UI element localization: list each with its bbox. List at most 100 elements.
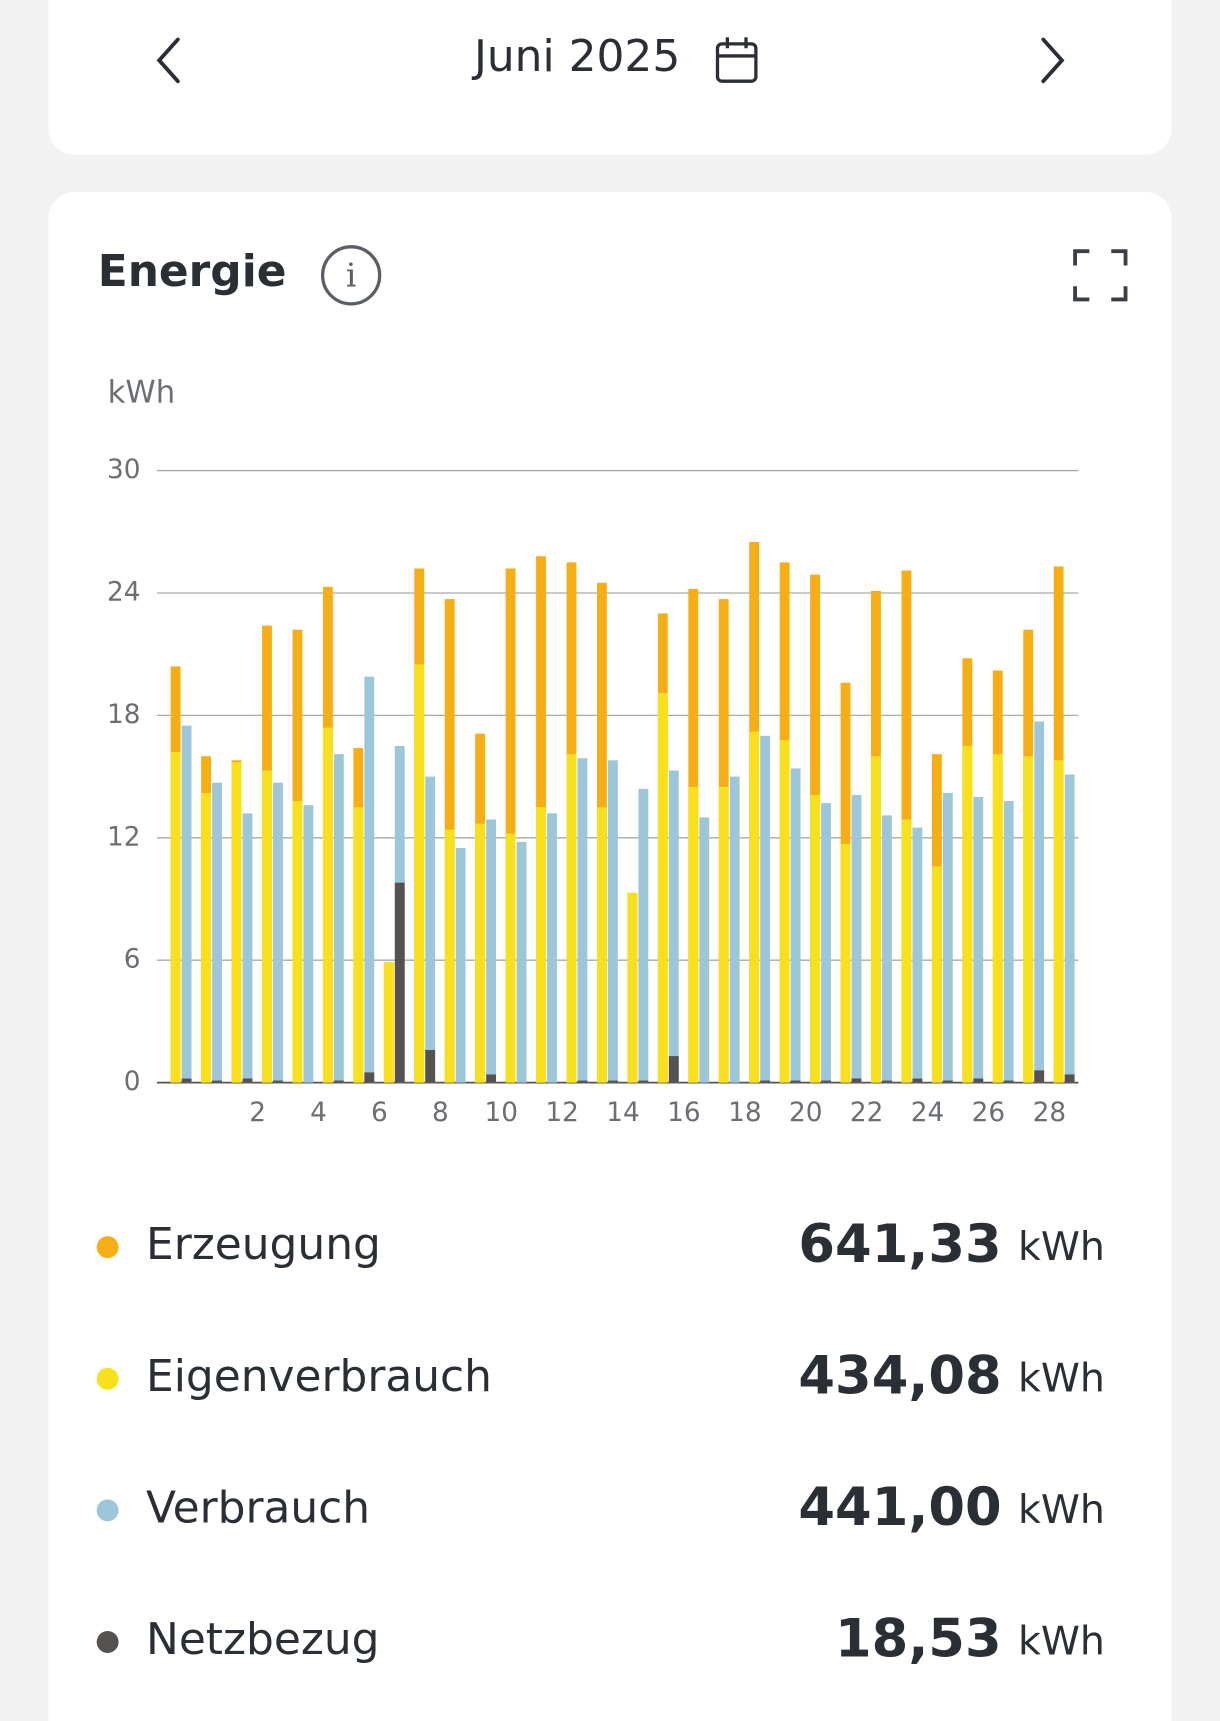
bar (1034, 721, 1045, 1083)
legend-name: Eigenverbrauch (146, 1351, 492, 1402)
y-tick-label: 12 (107, 822, 140, 852)
month-label[interactable]: Juni 2025 (471, 31, 680, 82)
legend-dot (96, 1236, 119, 1259)
bar (212, 782, 222, 1083)
bar (779, 739, 790, 1083)
calendar-icon[interactable] (715, 37, 758, 83)
bar (596, 807, 607, 1083)
bar (657, 692, 668, 1083)
legend-name: Netzbezug (146, 1614, 380, 1665)
bar (1064, 774, 1075, 1083)
x-tick-label: 2 (249, 1098, 266, 1128)
bar (333, 754, 344, 1083)
legend-total: 441,00 (798, 1477, 1001, 1538)
legend-dot (96, 1631, 119, 1653)
bar (1064, 1074, 1075, 1083)
bar (1023, 756, 1034, 1083)
bar (912, 827, 923, 1083)
bar (962, 745, 973, 1083)
bar (1053, 760, 1064, 1083)
bar (901, 819, 912, 1083)
bar (851, 794, 862, 1083)
bar (181, 725, 192, 1083)
bar (821, 803, 831, 1083)
bar (1034, 1070, 1045, 1083)
legend: Erzeugung 641,33 kWh Eigenverbrauch 434,08 kW… (96, 1214, 1105, 1670)
bar (242, 1078, 253, 1083)
bar (699, 817, 710, 1083)
bar (322, 727, 333, 1083)
x-tick-label: 8 (432, 1098, 449, 1128)
bar (607, 760, 618, 1083)
bar (170, 752, 181, 1083)
bar (273, 1080, 283, 1083)
bar (912, 1078, 923, 1083)
x-tick-label: 12 (545, 1098, 578, 1128)
legend-name: Erzeugung (146, 1219, 381, 1270)
legend-unit: kWh (1018, 1619, 1105, 1665)
bar (729, 776, 740, 1083)
bar (790, 1080, 801, 1083)
y-axis-label: kWh (108, 374, 176, 410)
bar (821, 1080, 831, 1083)
bar (292, 801, 303, 1083)
bar (505, 833, 516, 1083)
x-tick-label: 28 (1033, 1098, 1066, 1128)
bar (486, 1074, 497, 1083)
bar (973, 796, 984, 1083)
x-tick-label: 10 (484, 1098, 517, 1128)
header-card (48, 0, 1172, 155)
bar (1003, 1080, 1014, 1083)
bar (942, 1080, 953, 1083)
bar (333, 1080, 344, 1083)
bar (760, 735, 771, 1083)
bar (810, 794, 821, 1083)
bar (455, 847, 466, 1083)
next-button[interactable] (1041, 37, 1065, 84)
bar (486, 819, 497, 1083)
bar (303, 805, 314, 1083)
bar (516, 841, 527, 1083)
bar (566, 754, 577, 1083)
bar (577, 758, 588, 1083)
bar (668, 770, 679, 1083)
bar (638, 788, 649, 1083)
bar (414, 664, 425, 1083)
bar (992, 754, 1003, 1083)
bar (181, 1078, 192, 1083)
bar (577, 1080, 588, 1083)
legend-dot (96, 1499, 119, 1522)
bar (790, 768, 801, 1083)
y-tick-label: 24 (107, 577, 140, 607)
bar (383, 962, 394, 1083)
card-title: Energie (98, 246, 287, 297)
x-tick-label: 20 (789, 1098, 822, 1128)
legend-unit: kWh (1018, 1224, 1105, 1270)
bar (364, 676, 375, 1083)
bar (840, 843, 851, 1083)
y-tick-label: 18 (107, 700, 140, 730)
bar (1003, 801, 1014, 1083)
bar (353, 807, 364, 1083)
x-tick-label: 22 (850, 1098, 883, 1128)
bar (871, 756, 881, 1083)
bar (505, 568, 516, 1083)
bar (973, 1078, 984, 1083)
bar (627, 892, 638, 1083)
legend-total: 18,53 (835, 1609, 1002, 1670)
x-tick-label: 24 (911, 1098, 944, 1128)
info-button[interactable]: i (320, 245, 382, 306)
bar (536, 807, 546, 1083)
bar (749, 731, 760, 1083)
fullscreen-button[interactable] (1073, 249, 1128, 302)
bar (231, 762, 242, 1083)
x-tick-label: 4 (310, 1098, 327, 1128)
legend-name: Verbrauch (146, 1482, 370, 1533)
bar (851, 1078, 862, 1083)
legend-total: 434,08 (798, 1345, 1001, 1406)
legend-unit: kWh (1018, 1355, 1105, 1401)
y-tick-label: 0 (124, 1067, 141, 1097)
prev-button[interactable] (156, 37, 180, 84)
